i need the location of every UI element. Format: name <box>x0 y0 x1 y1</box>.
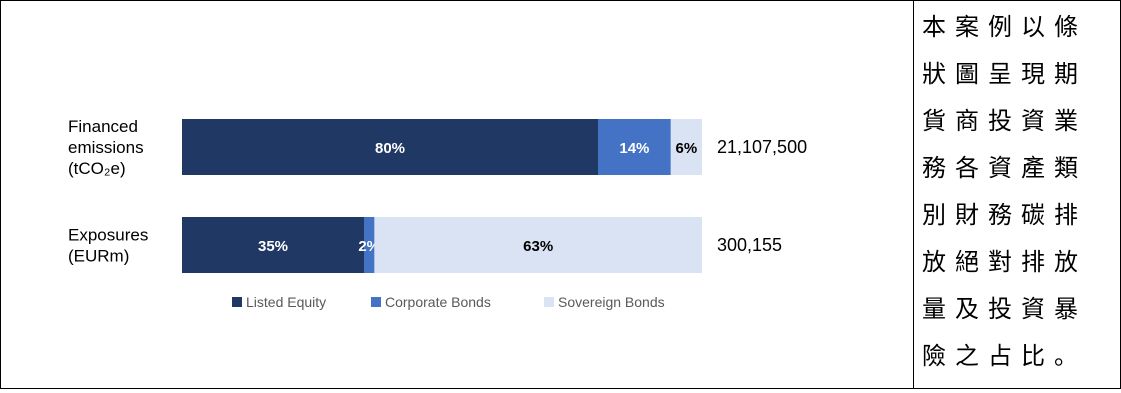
description-line: 本案例以條 <box>922 13 1087 41</box>
bar-segment-listed-equity <box>182 217 364 273</box>
bar-segment-listed-equity <box>182 119 598 175</box>
description-line: 別財務碳排 <box>922 201 1087 229</box>
data-label: 6% <box>676 140 698 157</box>
bar-segment-corporate-bonds <box>364 217 375 273</box>
total-label: 300,155 <box>717 235 782 255</box>
total-label: 21,107,500 <box>717 137 807 157</box>
category-label: Financed <box>68 117 138 136</box>
category-label: (EURm) <box>68 247 129 266</box>
description-cell: 本案例以條狀圖呈現期貨商投資業務各資產類別財務碳排放絕對排放量及投資暴險之占比。 <box>914 1 1120 388</box>
bar-segment-corporate-bonds <box>598 119 671 175</box>
data-label: 35% <box>258 238 288 255</box>
description-line: 狀圖呈現期 <box>922 60 1087 88</box>
data-label: 14% <box>619 140 649 157</box>
legend-label: Sovereign Bonds <box>558 294 665 310</box>
description-line: 量及投資暴 <box>922 295 1087 323</box>
bar-segment-sovereign-bonds <box>374 217 702 273</box>
stacked-bar-chart: Financed emissions (tCO₂e) 80% 14% 6% 21,107,5… <box>68 117 807 310</box>
category-label: (tCO₂e) <box>68 159 126 178</box>
data-label: 80% <box>375 140 405 157</box>
description-line: 務各資產類 <box>922 154 1087 182</box>
category-label: emissions <box>68 138 144 157</box>
description-line: 險之占比。 <box>922 342 1087 370</box>
legend-label: Listed Equity <box>246 294 326 310</box>
bar-segment-sovereign-bonds <box>670 119 702 175</box>
legend-swatch <box>544 297 554 307</box>
legend-label: Corporate Bonds <box>385 294 491 310</box>
chart-cell: Financed emissions (tCO₂e) 80% 14% 6% 21,107,5… <box>1 1 914 388</box>
legend-swatch <box>232 297 242 307</box>
data-label: 63% <box>523 238 553 255</box>
description-line: 貨商投資業 <box>922 107 1087 135</box>
legend-swatch <box>371 297 381 307</box>
description-line: 放絕對排放 <box>922 248 1087 276</box>
category-label: Exposures <box>68 226 148 245</box>
